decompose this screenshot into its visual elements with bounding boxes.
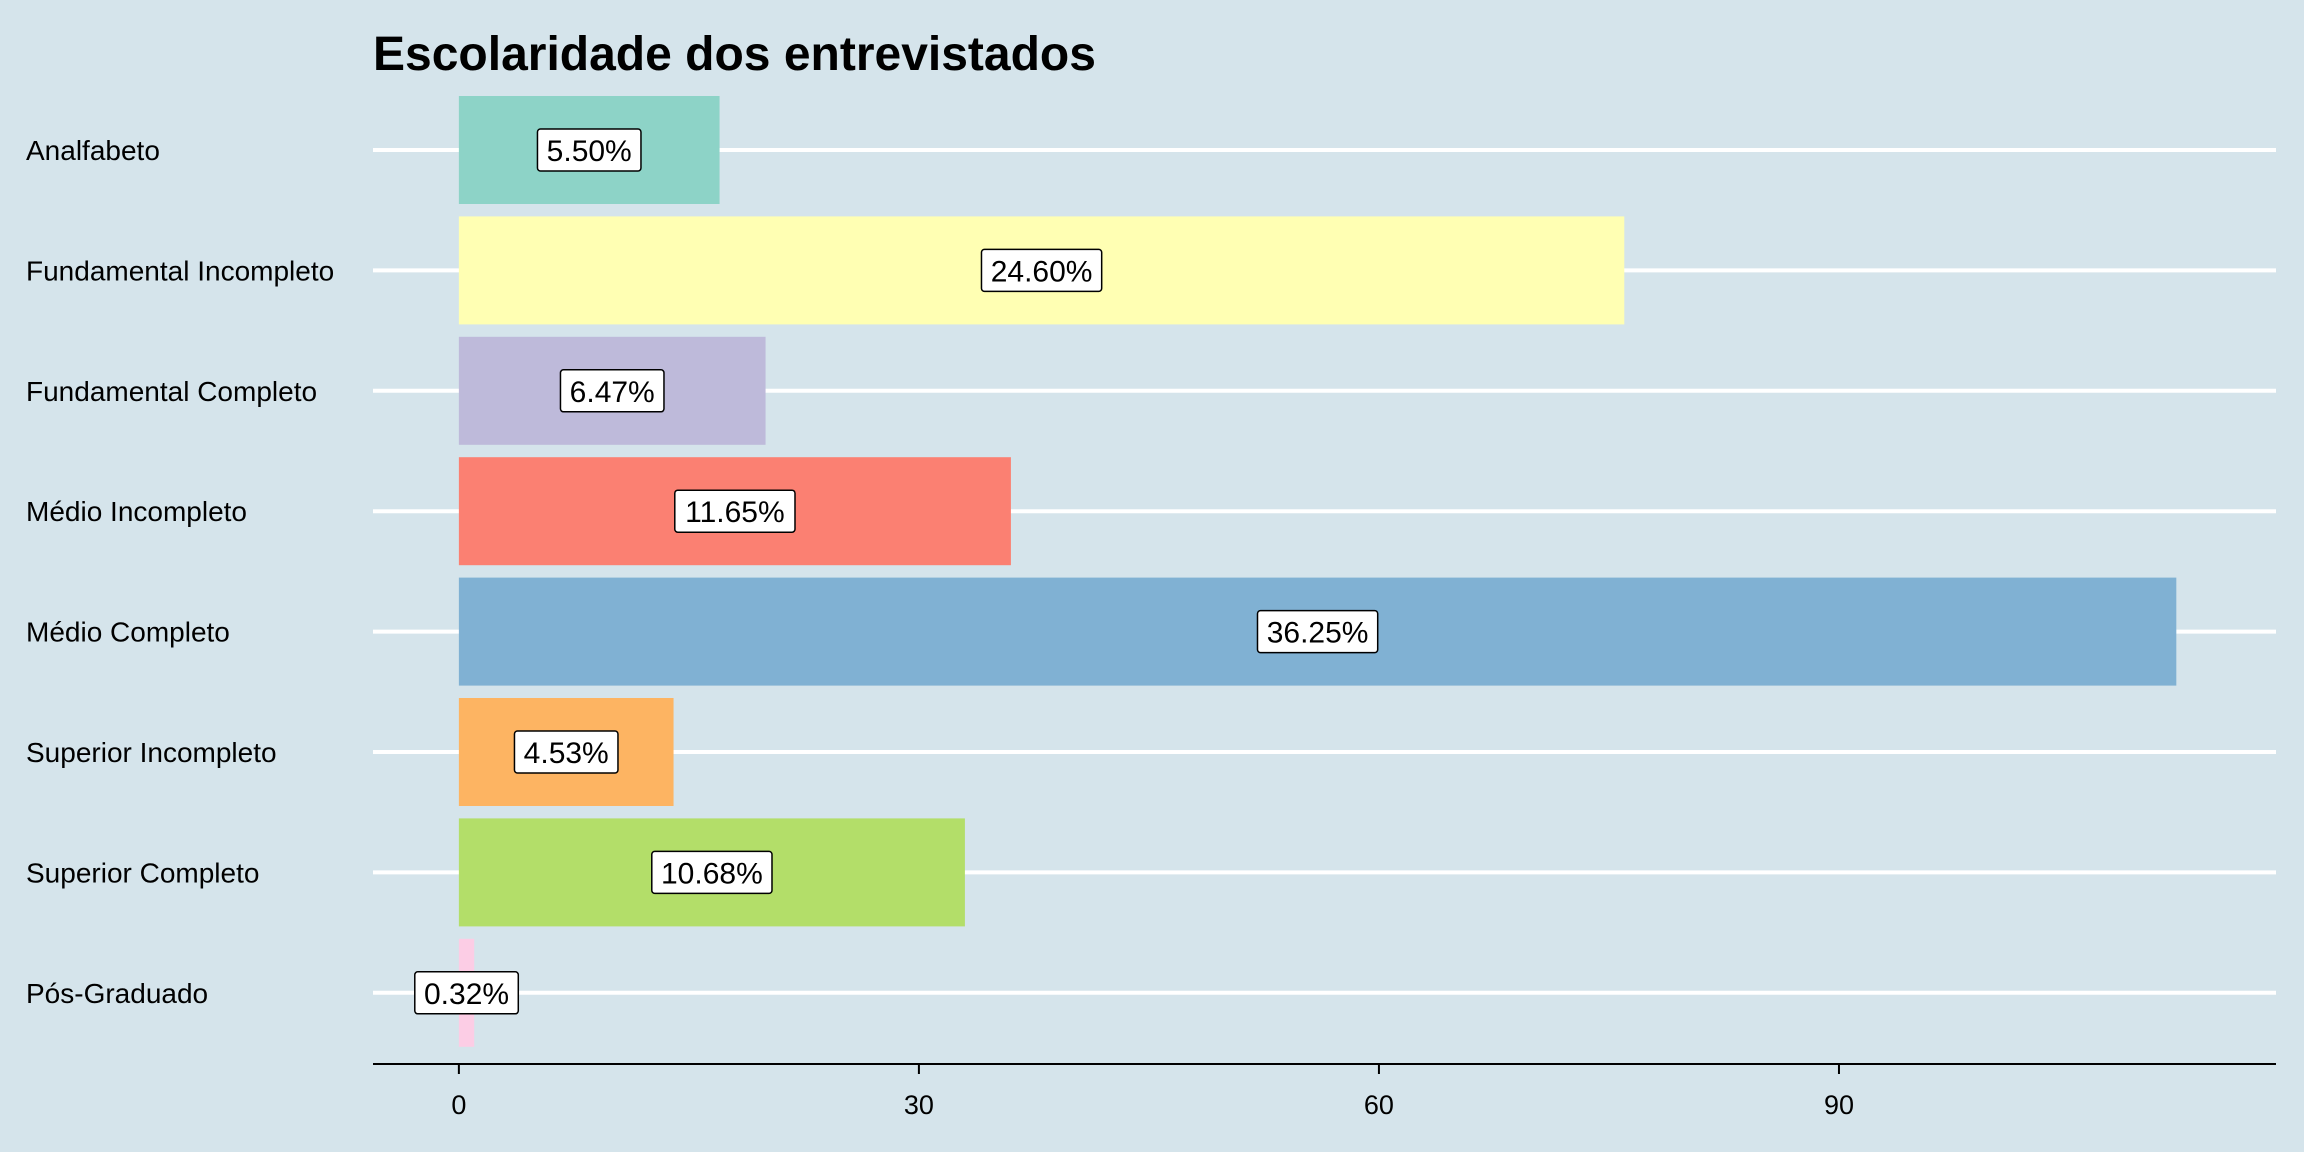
category-label: Médio Completo: [26, 617, 230, 648]
data-labels: 5.50% 24.60% 6.47% 11.65% 36.25% 4.53% 10.68% 0…: [414, 128, 1379, 1015]
data-label: 11.65%: [685, 496, 785, 529]
data-label-box: [674, 489, 796, 533]
category-label: Analfabeto: [26, 135, 160, 166]
data-label: 0.32%: [424, 978, 509, 1011]
category-label: Fundamental Incompleto: [26, 255, 334, 286]
data-label-box: [651, 850, 773, 895]
chart-title: Escolaridade dos entrevistados: [373, 28, 1096, 81]
data-label: 4.53%: [524, 737, 609, 770]
data-label: 10.68%: [661, 857, 763, 890]
x-tick-label: 30: [904, 1090, 934, 1120]
data-label-box: [513, 730, 619, 774]
x-tick-label: 0: [451, 1090, 466, 1120]
category-label: Fundamental Completo: [26, 376, 317, 407]
x-tick-label: 60: [1364, 1090, 1394, 1120]
data-label: 24.60%: [991, 255, 1093, 288]
data-label: 6.47%: [570, 376, 655, 409]
data-label-box: [536, 128, 642, 172]
data-label-box: [1256, 609, 1379, 654]
category-label: Pós-Graduado: [26, 978, 208, 1009]
data-label-box: [559, 369, 665, 413]
category-label: Médio Incompleto: [26, 496, 247, 527]
data-label: 36.25%: [1267, 617, 1369, 650]
category-labels: Analfabeto Fundamental Incompleto Fundamen…: [26, 135, 334, 1009]
data-label-box: [980, 248, 1103, 293]
category-label: Superior Incompleto: [26, 737, 277, 768]
data-label-box: [414, 971, 520, 1015]
category-label: Superior Completo: [26, 857, 259, 888]
x-tick-label: 90: [1824, 1090, 1854, 1120]
x-axis: 0 30 60 90: [373, 1063, 2276, 1120]
data-label: 5.50%: [547, 135, 632, 168]
